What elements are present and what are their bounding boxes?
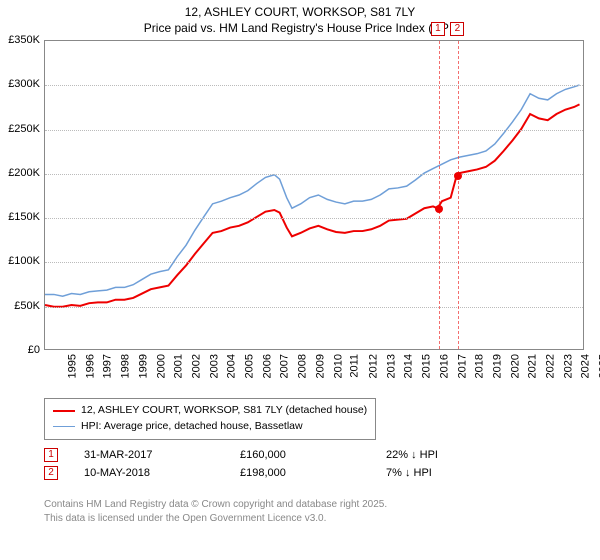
ytick-label: £300K	[0, 78, 40, 90]
gridline-h	[45, 130, 583, 131]
legend-row-hpi: HPI: Average price, detached house, Bass…	[53, 419, 367, 435]
sale-event-row: 2 10-MAY-2018 £198,000 7% ↓ HPI	[44, 466, 486, 480]
xtick-label: 2013	[385, 354, 397, 378]
chart-title: 12, ASHLEY COURT, WORKSOP, S81 7LY Price…	[0, 0, 600, 36]
xtick-label: 2016	[438, 354, 450, 378]
xtick-label: 2005	[244, 354, 256, 378]
series-svg	[45, 41, 583, 349]
xtick-label: 2009	[314, 354, 326, 378]
sale-event-date: 10-MAY-2018	[84, 467, 214, 479]
xtick-label: 2020	[509, 354, 521, 378]
sale-event-marker: 1	[431, 22, 445, 36]
attribution: Contains HM Land Registry data © Crown c…	[44, 498, 387, 525]
plot-area	[44, 40, 584, 350]
legend: 12, ASHLEY COURT, WORKSOP, S81 7LY (deta…	[44, 398, 376, 440]
gridline-h	[45, 85, 583, 86]
sale-event-diff: 7% ↓ HPI	[386, 467, 486, 479]
gridline-h	[45, 174, 583, 175]
sale-event-row-marker: 2	[44, 466, 58, 480]
ytick-label: £350K	[0, 34, 40, 46]
sale-event-date: 31-MAR-2017	[84, 449, 214, 461]
xtick-label: 2021	[527, 354, 539, 378]
sale-event-diff: 22% ↓ HPI	[386, 449, 486, 461]
series_hpi-line	[45, 85, 580, 296]
attribution-line-1: Contains HM Land Registry data © Crown c…	[44, 498, 387, 512]
sale-event-dot	[435, 205, 443, 213]
xtick-label: 2007	[279, 354, 291, 378]
xtick-label: 1997	[102, 354, 114, 378]
gridline-h	[45, 262, 583, 263]
xtick-label: 1996	[84, 354, 96, 378]
xtick-label: 2010	[332, 354, 344, 378]
ytick-label: £100K	[0, 255, 40, 267]
legend-label-hpi: HPI: Average price, detached house, Bass…	[81, 419, 303, 435]
xtick-label: 2004	[226, 354, 238, 378]
xtick-label: 2001	[173, 354, 185, 378]
attribution-line-2: This data is licensed under the Open Gov…	[44, 512, 387, 526]
xtick-label: 2006	[261, 354, 273, 378]
sale-event-marker: 2	[450, 22, 464, 36]
sale-event-dot	[454, 172, 462, 180]
xtick-label: 2002	[190, 354, 202, 378]
sale-event-price: £198,000	[240, 467, 360, 479]
title-line-1: 12, ASHLEY COURT, WORKSOP, S81 7LY	[0, 4, 600, 20]
xtick-label: 2014	[403, 354, 415, 378]
ytick-label: £200K	[0, 167, 40, 179]
xtick-label: 2022	[545, 354, 557, 378]
xtick-label: 1999	[137, 354, 149, 378]
legend-swatch-hpi	[53, 426, 75, 427]
xtick-label: 2012	[367, 354, 379, 378]
gridline-h	[45, 307, 583, 308]
xtick-label: 2019	[491, 354, 503, 378]
series_price-line	[45, 104, 580, 306]
xtick-label: 2003	[208, 354, 220, 378]
xtick-label: 2015	[421, 354, 433, 378]
xtick-label: 2018	[474, 354, 486, 378]
legend-swatch-price	[53, 410, 75, 412]
xtick-label: 1995	[66, 354, 78, 378]
xtick-label: 2017	[456, 354, 468, 378]
gridline-h	[45, 218, 583, 219]
xtick-label: 2008	[297, 354, 309, 378]
sale-event-line	[439, 41, 440, 349]
title-line-2: Price paid vs. HM Land Registry's House …	[0, 20, 600, 36]
sale-events-table: 1 31-MAR-2017 £160,000 22% ↓ HPI 2 10-MAY-201…	[44, 448, 486, 484]
sale-event-price: £160,000	[240, 449, 360, 461]
ytick-label: £0	[0, 344, 40, 356]
xtick-label: 2023	[562, 354, 574, 378]
legend-row-price: 12, ASHLEY COURT, WORKSOP, S81 7LY (deta…	[53, 403, 367, 419]
xtick-label: 2024	[580, 354, 592, 378]
sale-event-line	[458, 41, 459, 349]
xtick-label: 1998	[120, 354, 132, 378]
legend-label-price: 12, ASHLEY COURT, WORKSOP, S81 7LY (deta…	[81, 403, 367, 419]
xtick-label: 2011	[349, 354, 361, 378]
ytick-label: £150K	[0, 211, 40, 223]
chart-container: { "title_line1": "12, ASHLEY COURT, WORK…	[0, 0, 600, 560]
ytick-label: £50K	[0, 300, 40, 312]
sale-event-row-marker: 1	[44, 448, 58, 462]
ytick-label: £250K	[0, 123, 40, 135]
sale-event-row: 1 31-MAR-2017 £160,000 22% ↓ HPI	[44, 448, 486, 462]
xtick-label: 2000	[155, 354, 167, 378]
